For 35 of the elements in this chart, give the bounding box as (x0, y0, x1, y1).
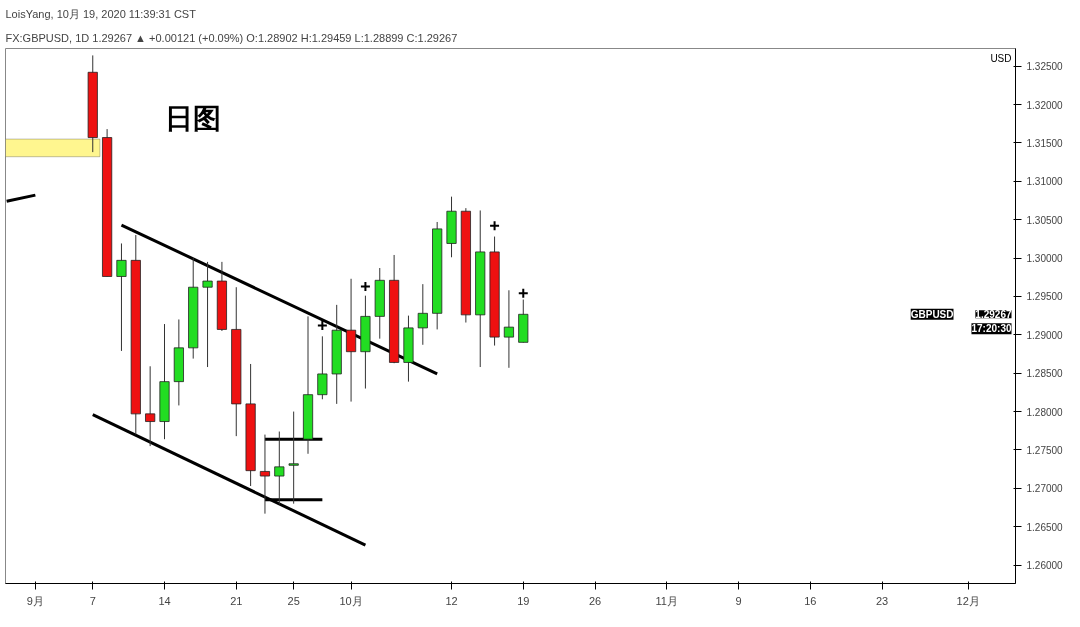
y-tick-label: 1.28000 (1026, 406, 1064, 418)
y-tick-label: 1.32500 (1026, 61, 1064, 73)
y-tick-label: 1.31000 (1026, 176, 1064, 188)
annotation: 17:20:30 (971, 323, 1012, 335)
x-tick-label: 12月 (956, 594, 980, 607)
x-tick-label: 16 (804, 594, 817, 607)
x-tick-label: 26 (588, 594, 602, 607)
x-tick-label: 12 (445, 594, 458, 607)
y-tick-label: 1.30000 (1026, 253, 1064, 265)
y-tick-label: 1.26500 (1026, 521, 1064, 533)
x-tick-label: 19 (517, 594, 530, 607)
y-tick-label: 1.26000 (1026, 560, 1064, 572)
y-tick-label: 1.31500 (1026, 137, 1064, 149)
y-tick-label: 1.27500 (1026, 444, 1064, 456)
x-tick-label: 21 (230, 594, 243, 607)
y-tick-label: 1.29000 (1026, 329, 1064, 341)
y-tick-label: 1.29500 (1026, 291, 1064, 303)
x-tick-label: 9月 (26, 594, 44, 607)
x-tick-label: 23 (875, 594, 889, 607)
x-tick-label: 14 (158, 594, 171, 607)
chart-subtitle: FX:GBPUSD, 1D 1.29267 ▲ +0.00121 (+0.09%) O:1.28902 H:1.29459 L:1.28899 C:1.29267 (5, 31, 458, 44)
x-tick-label: 7 (89, 594, 96, 607)
x-tick-label: 11月 (655, 594, 678, 607)
annotation: 1.29267 (975, 309, 1012, 321)
annotation: USD (990, 52, 1012, 64)
x-tick-label: 10月 (339, 594, 363, 607)
x-tick-label: 9 (735, 594, 742, 607)
chart-title: LoisYang, 10月 19, 2020 11:39:31 CST (5, 7, 197, 20)
y-tick-label: 1.28500 (1026, 368, 1064, 380)
y-tick-label: 1.30500 (1026, 214, 1064, 226)
x-tick-label: 25 (287, 594, 300, 607)
annotation: GBPUSD (910, 308, 954, 320)
annotation: 日图 (164, 102, 221, 134)
y-tick-label: 1.27000 (1026, 483, 1064, 495)
y-tick-label: 1.32000 (1026, 99, 1064, 111)
